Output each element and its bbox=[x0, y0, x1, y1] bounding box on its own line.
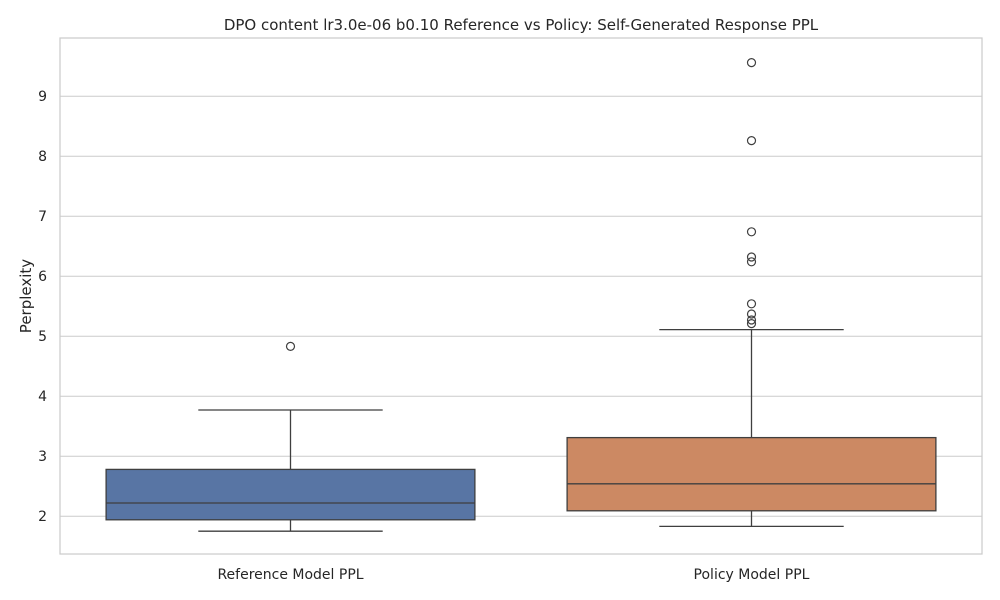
y-tick-label: 5 bbox=[38, 329, 47, 345]
outlier-point bbox=[746, 309, 757, 319]
y-axis-label: Perplexity bbox=[17, 259, 35, 333]
box-layer bbox=[105, 57, 937, 532]
outlier-point bbox=[746, 257, 757, 267]
y-tick-label: 9 bbox=[38, 89, 47, 105]
outlier-point bbox=[285, 341, 296, 351]
chart-title: DPO content lr3.0e-06 b0.10 Reference vs… bbox=[224, 16, 819, 34]
tick-layer: 2 3 4 5 6 7 8 9 Reference Model PPL Policy Model … bbox=[38, 89, 810, 583]
x-tick-label: Reference Model PPL bbox=[217, 567, 363, 583]
outlier-point bbox=[746, 315, 757, 325]
iqr-box bbox=[105, 468, 476, 521]
box-group bbox=[105, 341, 476, 532]
box-group bbox=[566, 57, 937, 528]
plot-frame bbox=[59, 37, 983, 555]
y-tick-label: 3 bbox=[38, 449, 47, 465]
y-tick-label: 6 bbox=[38, 269, 47, 285]
y-tick-label: 4 bbox=[38, 389, 47, 405]
outlier-point bbox=[746, 136, 757, 146]
outlier-point bbox=[746, 227, 757, 237]
outlier-point bbox=[746, 252, 757, 262]
x-tick-label: Policy Model PPL bbox=[694, 567, 810, 583]
outlier-point bbox=[746, 57, 757, 68]
grid-layer bbox=[60, 95, 982, 517]
y-tick-label: 8 bbox=[38, 149, 47, 165]
y-tick-label: 7 bbox=[38, 209, 47, 225]
iqr-box bbox=[566, 436, 937, 512]
y-tick-label: 2 bbox=[38, 509, 47, 525]
outlier-point bbox=[746, 299, 757, 309]
outlier-point bbox=[746, 319, 757, 329]
